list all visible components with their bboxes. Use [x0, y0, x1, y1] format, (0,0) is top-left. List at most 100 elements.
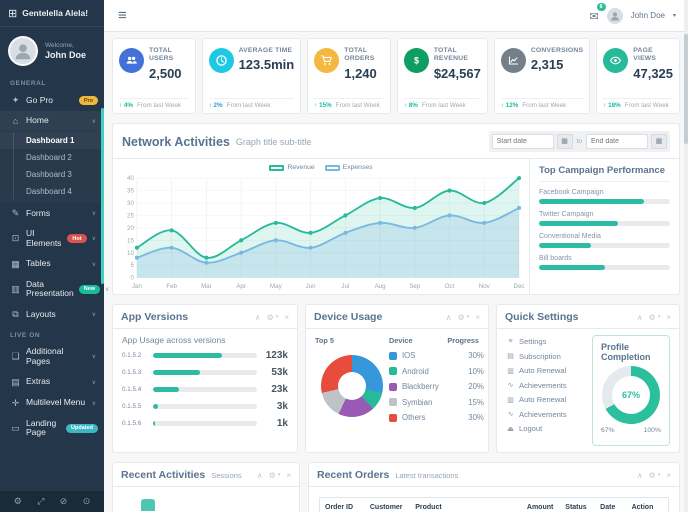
profile-completion-gauge: 67% — [602, 366, 660, 424]
chevron-down-icon: ▾ — [672, 13, 676, 19]
activity-timeline-icon — [141, 499, 155, 511]
sidebar-item-dashboard-2[interactable]: Dashboard 2 — [26, 153, 72, 162]
eye-off-icon[interactable]: ⊘ — [59, 496, 68, 506]
home-submenu: Dashboard 1 Dashboard 2 Dashboard 3 Dash… — [0, 131, 104, 203]
dollar-icon: $ — [403, 48, 429, 73]
close-icon[interactable]: × — [286, 470, 291, 480]
stat-label: AVERAGE TIME — [238, 47, 293, 54]
sidebar-item-ui-elements[interactable]: ⊡ UI Elements Hot ∨ — [11, 228, 96, 248]
user-menu[interactable]: John Doe — [630, 11, 665, 20]
list-icon: ≡ — [508, 338, 513, 345]
achievements-link[interactable]: ∿ Achievements — [507, 409, 567, 419]
end-date-input[interactable] — [586, 134, 648, 149]
messages-button[interactable]: ✉ 6 — [590, 2, 606, 25]
stat-note: From last Week — [421, 102, 466, 109]
sidebar-item-landing-page[interactable]: ▭ Landing Page Updated — [0, 414, 104, 444]
stat-value: 2,500 — [149, 65, 182, 81]
stat-delta: ↑ 2% — [208, 102, 223, 109]
orders-table: Order ID Customer Product Amount Status … — [319, 497, 669, 512]
auto-renewal-link[interactable]: ▥ Auto Renewal — [507, 395, 567, 404]
device-donut-chart — [321, 355, 383, 417]
subscription-link[interactable]: ▤ Subscription — [507, 351, 561, 361]
start-date-input[interactable] — [491, 134, 554, 149]
sidebar-item-home[interactable]: ⌂ Home ∨ — [0, 111, 104, 131]
sidebar-item-tables[interactable]: ▦ Tables ∨ — [11, 258, 96, 269]
sidebar-item-data-presentation[interactable]: ▥ Data Presentation New ∨ — [11, 278, 110, 299]
legend-swatch — [389, 398, 397, 406]
sidebar-item-multilevel-menu[interactable]: ✛ Multilevel Menu ∨ — [11, 397, 96, 408]
stat-card-conversions: CONVERSIONS 2,315 ↑ 12% From last Week — [493, 38, 591, 114]
sidebar-item-additional-pages[interactable]: ❏ Additional Pages ∨ — [11, 346, 96, 366]
wrench-icon[interactable]: ⚙ — [268, 470, 276, 480]
device-row: Others 30% — [389, 413, 484, 422]
sidebar-item-extras[interactable]: ▤ Extras ∨ — [11, 376, 96, 387]
stat-card-average-time: AVERAGE TIME 123.5min ↑ 2% From last Wee… — [201, 38, 302, 114]
sidebar-item-dashboard-3[interactable]: Dashboard 3 — [26, 170, 72, 179]
profile-name: John Doe — [45, 50, 87, 60]
achievements-link[interactable]: ∿ Achievements — [507, 380, 567, 390]
page-icon: ❏ — [11, 351, 20, 362]
collapse-icon[interactable]: ∧ — [254, 312, 261, 322]
avatar[interactable] — [606, 7, 623, 24]
campaign-bar: Conventional Media — [539, 233, 670, 248]
sidebar: ⊞ Gentelella Alela! Welcome, John Doe GE… — [0, 0, 110, 512]
menu-toggle-icon[interactable]: ≡ — [118, 7, 127, 24]
gear-icon[interactable]: ⚙ — [13, 496, 22, 506]
app-versions-panel: App Versions ∧ ⚙ ▾ × App Usage across ver… — [112, 304, 298, 453]
chevron-down-icon: ∨ — [105, 286, 110, 293]
settings-link[interactable]: ≡ Settings — [506, 337, 584, 346]
collapse-icon[interactable]: ∧ — [445, 312, 452, 322]
power-icon[interactable]: ⊙ — [82, 496, 91, 506]
bar-chart-icon: ▥ — [507, 367, 514, 375]
auto-renewal-link[interactable]: ▥ Auto Renewal — [507, 366, 567, 375]
collapse-icon[interactable]: ∧ — [636, 470, 643, 480]
arrow-up-icon: ↑ — [208, 102, 212, 109]
sidebar-scrollbar[interactable] — [101, 108, 104, 284]
profile-completion-box: Profile Completion 67% 67% 100% — [592, 335, 670, 446]
sparkle-icon: ✦ — [11, 95, 20, 105]
collapse-icon[interactable]: ∧ — [636, 312, 643, 322]
recent-activities-panel: Recent Activities Sessions ∧ ⚙ ▾ × — [112, 462, 300, 512]
sidebar-item-dashboard-4[interactable]: Dashboard 4 — [26, 187, 72, 196]
sidebar-profile: Welcome, John Doe — [0, 27, 104, 73]
stat-delta: ↑ 12% — [500, 102, 519, 109]
close-icon[interactable]: × — [666, 470, 671, 480]
wrench-icon[interactable]: ⚙ — [457, 312, 465, 322]
stat-cards-row: TOTAL USERS 2,500 ↑ 4% From last Week AV… — [112, 38, 681, 114]
app-logo[interactable]: ⊞ Gentelella Alela! — [0, 0, 104, 27]
collapse-icon[interactable]: ∧ — [256, 470, 263, 480]
chart-legend: Revenue Expenses — [117, 162, 525, 173]
sidebar-item-go-pro[interactable]: ✦ Go Pro Pro — [0, 90, 104, 111]
wrench-icon[interactable]: ⚙ — [648, 312, 656, 322]
gauge-min: 67% — [601, 427, 615, 434]
svg-text:10: 10 — [127, 250, 134, 257]
quick-settings-panel: Quick Settings ∧ ⚙ ▾ × ≡ Settings ▤ Subscri… — [496, 304, 680, 453]
close-icon[interactable]: × — [284, 312, 289, 322]
close-icon[interactable]: × — [666, 312, 671, 322]
svg-text:May: May — [270, 283, 282, 290]
calendar-icon[interactable]: ▦ — [556, 134, 573, 149]
welcome-text: Welcome, — [45, 42, 74, 49]
svg-text:Jan: Jan — [132, 283, 142, 290]
network-activities-panel: Network Activities Graph title sub-title… — [112, 123, 680, 295]
arrow-up-icon: ↑ — [603, 102, 607, 109]
stat-note: From last Week — [226, 102, 271, 109]
calendar-icon[interactable]: ▦ — [651, 134, 667, 149]
wrench-icon[interactable]: ⚙ — [648, 470, 656, 480]
legend-swatch — [389, 382, 397, 391]
logout-link[interactable]: ⏏ Logout — [507, 424, 543, 433]
chevron-down-icon: ▾ — [277, 472, 281, 478]
recent-orders-panel: Recent Orders Latest transactions ∧ ⚙ ▾ ×… — [308, 462, 680, 512]
sidebar-item-dashboard-1[interactable]: Dashboard 1 — [0, 132, 104, 149]
page-scrollbar[interactable] — [684, 0, 688, 512]
close-icon[interactable]: × — [475, 312, 480, 322]
fullscreen-icon[interactable]: ⤢ — [37, 496, 45, 506]
panel-title: Recent Activities — [121, 469, 206, 481]
panel-title: Network Activities — [122, 134, 230, 149]
svg-text:$: $ — [414, 56, 419, 66]
sidebar-item-layouts[interactable]: ⧉ Layouts ∨ — [0, 304, 104, 325]
sidebar-item-forms[interactable]: ✎ Forms ∨ — [11, 207, 96, 218]
version-bar: 0.1.5.6 1k — [122, 418, 288, 429]
profile-completion-title: Profile Completion — [601, 342, 651, 362]
wrench-icon[interactable]: ⚙ — [266, 312, 274, 322]
